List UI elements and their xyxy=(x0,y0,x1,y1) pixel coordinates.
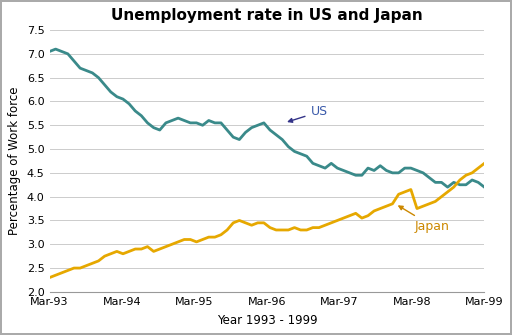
Text: Japan: Japan xyxy=(399,206,450,233)
X-axis label: Year 1993 - 1999: Year 1993 - 1999 xyxy=(217,314,317,327)
Y-axis label: Percentage of Work force: Percentage of Work force xyxy=(8,87,22,235)
Text: US: US xyxy=(288,106,328,122)
Title: Unemployment rate in US and Japan: Unemployment rate in US and Japan xyxy=(111,8,423,23)
